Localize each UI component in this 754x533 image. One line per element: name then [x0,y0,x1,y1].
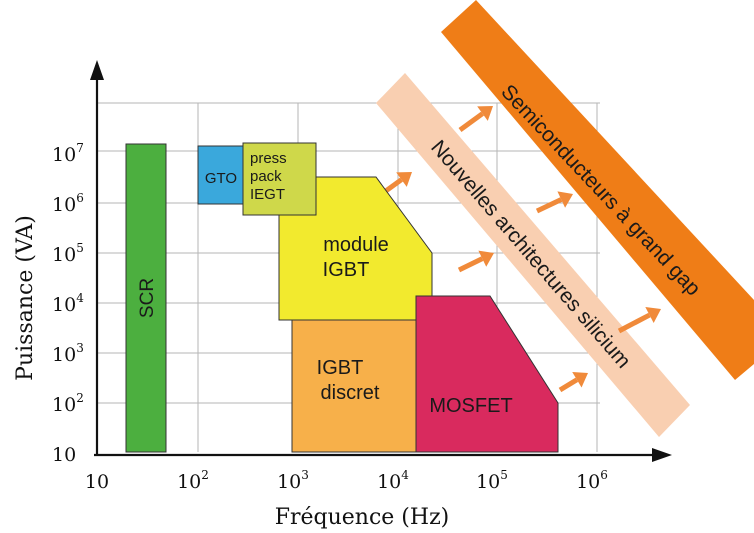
y-axis-title: Puissance (VA) [13,215,38,381]
x-axis-title: Fréquence (Hz) [275,505,450,530]
region-module-igbt-label-2: IGBT [323,259,370,281]
y-tick-7: 107 [52,141,84,166]
y-tick-1: 10 [52,444,76,466]
trend-arrow-1 [381,172,412,196]
band-nouvelles-architectures-shape [376,73,690,437]
region-gto: GTO [197,145,246,205]
trend-arrows [381,106,661,393]
region-mosfet-label: MOSFET [429,395,512,417]
region-module-igbt: module IGBT [278,176,433,321]
region-press-pack: press pack IEGT [242,142,317,216]
y-tick-2: 102 [52,391,84,416]
x-tick-3: 103 [277,468,309,493]
x-tick-2: 102 [177,468,209,493]
trend-arrow-3 [457,250,494,273]
x-tick-6: 106 [576,468,608,493]
region-scr: SCR [125,143,167,453]
region-igbt-discret: IGBT discret [291,319,417,453]
region-scr-shape [125,143,167,453]
y-axis-ticks: 10 102 103 104 105 106 107 [52,141,84,466]
region-press-pack-label-1: press [250,150,287,167]
region-mosfet: MOSFET [415,295,559,453]
x-axis-ticks: 10 102 103 104 105 106 [85,468,608,493]
y-tick-6: 106 [52,191,84,216]
x-axis-arrowhead [652,448,672,462]
x-tick-5: 105 [476,468,508,493]
region-press-pack-label-3: IEGT [250,186,285,203]
x-tick-1: 10 [85,471,109,493]
region-igbt-discret-label-2: discret [321,382,380,404]
region-igbt-discret-shape [291,319,417,453]
y-axis-arrowhead [90,60,104,80]
region-press-pack-label-2: pack [250,168,282,185]
axes [90,60,672,462]
x-tick-4: 104 [377,468,409,493]
region-igbt-discret-label-1: IGBT [317,357,364,379]
region-module-igbt-label-1: module [323,234,389,256]
region-scr-label: SCR [137,278,158,318]
trend-arrow-6 [617,307,661,334]
band-grand-gap-shape [441,0,754,380]
region-gto-label: GTO [205,170,237,187]
region-gto-shape [197,145,246,205]
y-tick-4: 104 [52,291,84,316]
y-tick-5: 105 [52,241,84,266]
y-tick-3: 103 [52,341,84,366]
region-mosfet-shape [415,295,559,453]
trend-arrow-2 [458,106,493,133]
trend-arrow-5 [558,372,588,393]
trend-arrow-4 [535,191,573,214]
